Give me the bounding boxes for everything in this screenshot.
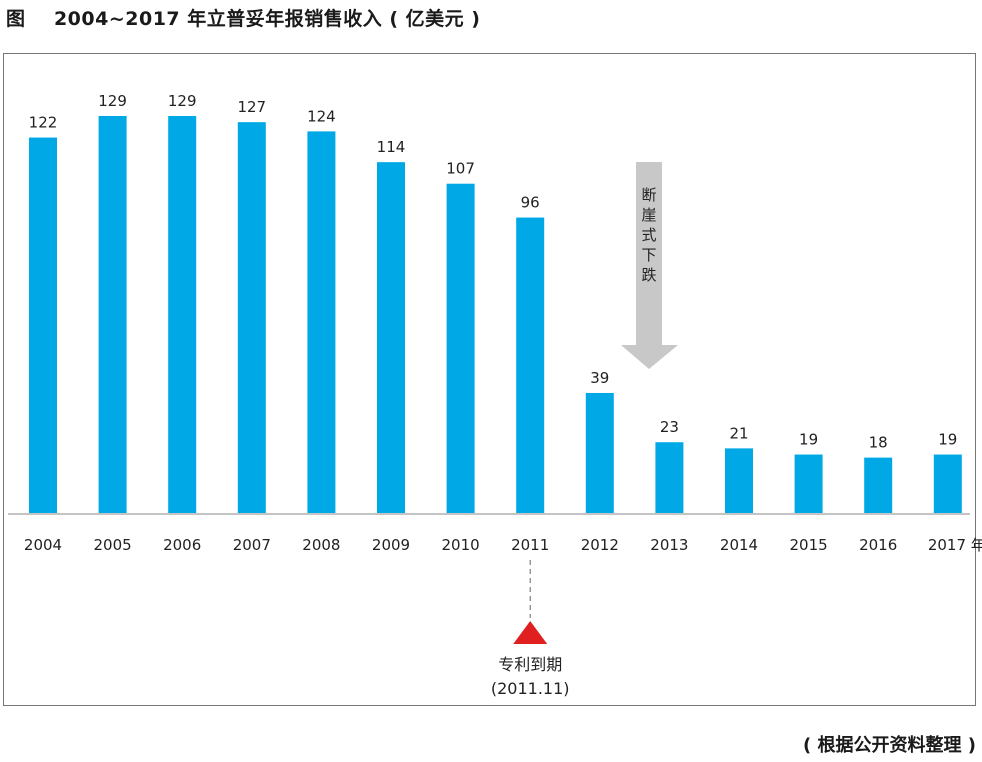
x-tick-label: 2010: [442, 536, 480, 554]
data-label: 122: [29, 114, 58, 132]
data-label: 129: [98, 92, 127, 110]
bar-2015: [794, 454, 823, 513]
data-label: 23: [660, 418, 679, 436]
x-tick-label: 2016: [859, 536, 897, 554]
chart-frame: [3, 53, 976, 706]
bar-2014: [725, 448, 753, 513]
bar-2013: [655, 442, 684, 513]
bar-2011: [516, 217, 545, 513]
x-tick-label: 2012: [581, 536, 619, 554]
bar-2008: [307, 131, 336, 513]
x-tick-label: 2011: [511, 536, 549, 554]
data-label: 129: [168, 92, 197, 110]
x-tick-label: 2007: [233, 536, 271, 554]
bar-2017: [933, 454, 962, 513]
data-label: 107: [446, 160, 475, 178]
chart-title: 图 2004~2017 年立普妥年报销售收入 ( 亿美元 ): [6, 8, 481, 30]
x-tick-label: 2015: [790, 536, 828, 554]
x-tick-label: 2005: [94, 536, 132, 554]
triangle-marker-icon: [513, 621, 548, 644]
data-label: 96: [521, 194, 540, 212]
expiry-date-label: (2011.11): [491, 679, 570, 698]
expiry-label: 专利到期: [498, 655, 562, 674]
x-tick-label: 2013: [650, 536, 688, 554]
x-tick-label: 2014: [720, 536, 758, 554]
data-label: 124: [307, 107, 336, 125]
x-tick-label: 2017 年: [928, 536, 982, 554]
bar-2006: [168, 116, 197, 513]
data-label: 21: [729, 424, 748, 442]
data-label: 18: [869, 434, 888, 452]
bar-2009: [377, 162, 405, 514]
data-label: 19: [799, 431, 818, 449]
x-tick-label: 2009: [372, 536, 410, 554]
data-label: 39: [590, 369, 609, 387]
drop-arrow-annotation: 断崖式下跌: [621, 162, 678, 369]
data-label: 114: [377, 138, 406, 156]
bar-2004: [29, 137, 57, 513]
source-note: ( 根据公开资料整理 ): [803, 735, 976, 756]
down-arrow-icon: [621, 162, 678, 369]
drop-arrow-label: 断崖式下跌: [641, 186, 656, 284]
x-tick-labels-layer: 2004 2005 2006 2007 2008 2009 2010 2011 2012 2013…: [24, 536, 982, 554]
bar-2012: [585, 392, 614, 513]
patent-expiry-annotation: 专利到期 (2011.11): [491, 560, 570, 698]
x-tick-label: 2006: [163, 536, 201, 554]
bar-2007: [237, 122, 266, 514]
data-labels-layer: 122 129 129 127 124 114 107 96 39 23 21 19 18 19: [29, 92, 958, 452]
x-tick-label: 2004: [24, 536, 62, 554]
bars-layer: [29, 116, 962, 514]
bar-2005: [98, 116, 127, 513]
bar-2016: [864, 457, 893, 513]
data-label: 19: [938, 431, 957, 449]
data-label: 127: [237, 98, 266, 116]
x-tick-label: 2008: [302, 536, 340, 554]
bar-2010: [446, 183, 475, 513]
